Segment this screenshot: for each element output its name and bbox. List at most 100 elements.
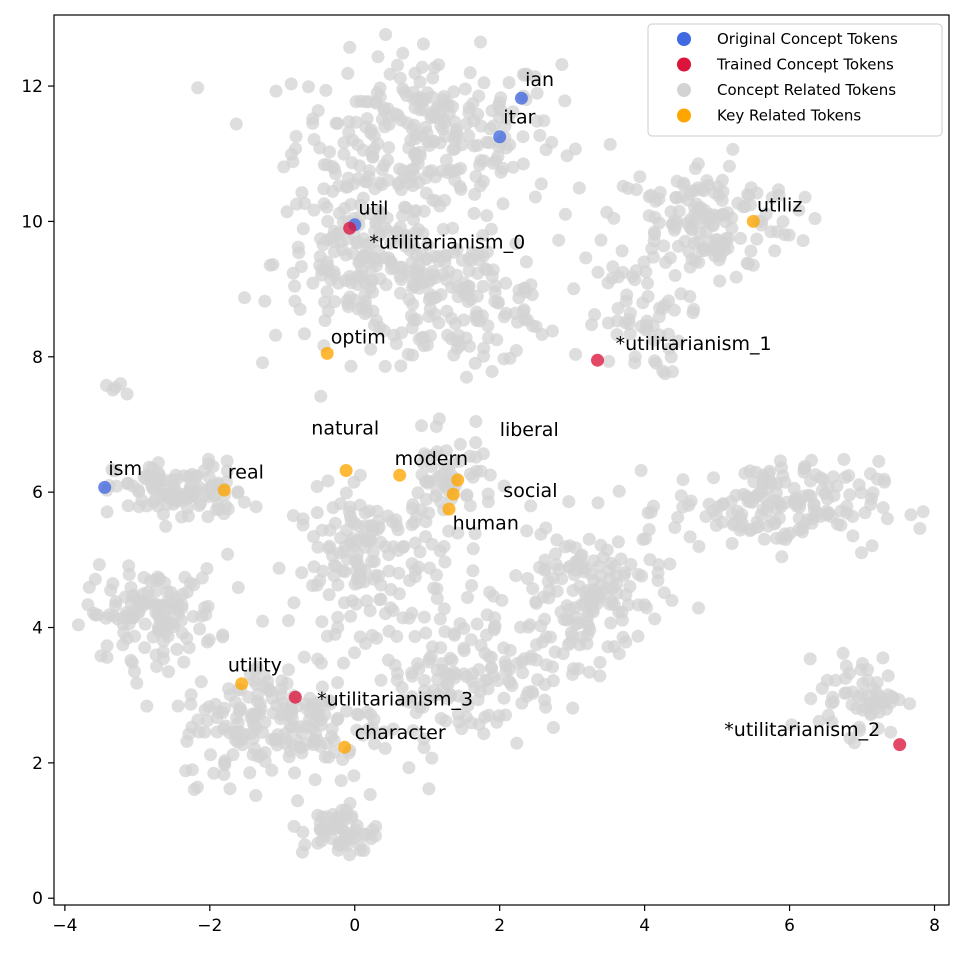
related-token-point [126, 479, 140, 493]
related-token-point [286, 266, 300, 280]
related-token-point [626, 269, 640, 283]
related-token-point [120, 608, 134, 622]
related-token-point [364, 126, 378, 140]
related-token-point [790, 499, 804, 513]
related-token-point [619, 588, 633, 602]
related-token-point [427, 581, 441, 595]
related-token-point [359, 245, 373, 259]
related-token-point [217, 768, 231, 781]
related-token-point [487, 621, 501, 635]
related-token-point [659, 255, 673, 269]
token-point-key [393, 468, 407, 482]
related-token-point [350, 707, 364, 721]
related-token-point [221, 547, 235, 561]
related-token-point [288, 766, 302, 780]
related-token-point [511, 656, 524, 670]
related-token-point [455, 253, 469, 267]
related-token-point [904, 508, 918, 522]
related-token-point [356, 191, 370, 205]
related-token-point [478, 710, 492, 724]
related-token-point [484, 650, 498, 664]
related-token-point [582, 665, 596, 679]
related-token-point [480, 209, 494, 223]
related-token-point [352, 172, 366, 185]
related-token-point [200, 714, 214, 728]
related-token-point [124, 653, 138, 667]
related-token-point [389, 337, 403, 351]
related-token-point [499, 306, 513, 320]
related-token-point [607, 598, 621, 612]
related-token-point [152, 609, 166, 623]
related-token-point [109, 599, 122, 612]
related-token-point [322, 265, 336, 278]
x-tick-label: 2 [494, 916, 505, 936]
related-token-point [521, 685, 535, 699]
related-token-point [866, 486, 880, 500]
related-token-point [458, 82, 472, 96]
related-token-point [464, 633, 478, 647]
related-token-point [474, 35, 487, 49]
related-token-point [349, 823, 362, 837]
related-token-point [471, 266, 485, 280]
legend-marker [677, 83, 691, 97]
related-token-point [628, 356, 642, 370]
related-token-point [569, 347, 583, 361]
related-token-point [284, 77, 298, 91]
related-token-point [546, 721, 560, 734]
related-token-point [419, 530, 433, 544]
related-token-point [460, 289, 474, 303]
related-token-point [802, 488, 816, 502]
legend-label: Concept Related Tokens [717, 81, 896, 99]
related-token-point [729, 270, 743, 284]
related-token-point [343, 796, 357, 810]
related-token-point [466, 564, 480, 578]
related-token-point [409, 706, 423, 720]
related-token-point [474, 119, 488, 133]
related-token-point [812, 714, 826, 728]
related-token-point [853, 724, 866, 737]
related-token-point [396, 82, 410, 96]
related-token-point [842, 469, 856, 483]
related-token-point [106, 577, 120, 591]
related-token-point [705, 243, 718, 257]
related-token-point [417, 204, 431, 218]
related-token-point [358, 294, 372, 308]
related-token-point [406, 297, 420, 311]
token-label: utiliz [757, 194, 802, 216]
related-token-point [683, 290, 697, 303]
related-token-point [307, 560, 321, 574]
related-token-point [328, 822, 342, 835]
related-token-point [344, 609, 358, 623]
related-token-point [648, 612, 662, 626]
related-token-point [672, 334, 685, 348]
related-token-point [757, 532, 771, 546]
related-token-point [469, 415, 483, 428]
related-token-point [447, 348, 461, 362]
related-token-point [855, 546, 868, 560]
related-token-point [638, 598, 652, 612]
related-token-point [100, 505, 114, 519]
related-token-point [220, 454, 234, 468]
related-token-point [454, 161, 468, 175]
related-token-point [436, 663, 450, 677]
token-point-key [338, 740, 352, 754]
related-token-point [415, 419, 428, 433]
related-token-point [558, 94, 572, 108]
related-token-point [140, 468, 153, 482]
related-token-point [339, 486, 353, 500]
related-token-point [436, 222, 450, 236]
token-point-trained [288, 690, 302, 704]
related-token-point [459, 692, 473, 706]
related-token-point [315, 680, 329, 694]
related-token-point [772, 183, 785, 197]
related-token-point [373, 81, 387, 95]
related-token-point [821, 492, 834, 506]
related-token-point [325, 159, 339, 173]
related-token-point [858, 506, 872, 520]
related-token-point [249, 721, 263, 735]
background-points-layer [71, 28, 930, 862]
token-label: modern [395, 448, 468, 470]
related-token-point [429, 271, 443, 285]
related-token-point [808, 212, 822, 225]
related-token-point [354, 94, 368, 108]
